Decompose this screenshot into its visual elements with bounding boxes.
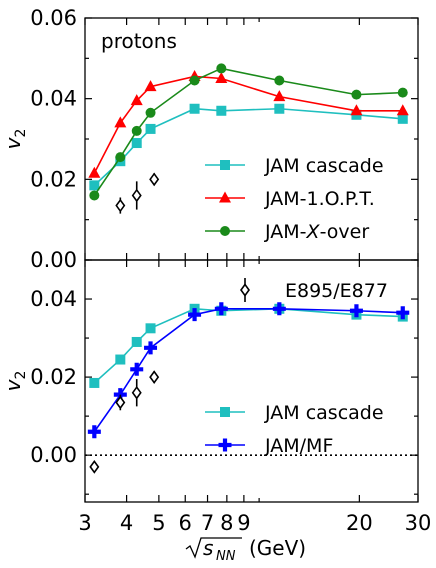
data-point — [130, 362, 144, 376]
legend-marker — [218, 438, 232, 452]
x-tick-label: 6 — [179, 511, 192, 535]
ylabel-symbol: v — [1, 378, 25, 391]
bottom-panel: 0.00 0.02 0.04 v2 JAM cascade JAM/MF E895/E877 — [1, 259, 419, 503]
ylabel-subscript: 2 — [13, 129, 29, 138]
legend-label: JAM cascade — [264, 155, 384, 177]
data-point — [115, 395, 126, 410]
data-point — [189, 103, 200, 114]
data-point — [351, 89, 362, 100]
data-point — [115, 152, 126, 163]
series-jam-mf: JAM/MF — [87, 302, 410, 457]
top-y-tick-label: 0.02 — [30, 167, 77, 191]
data-point — [274, 103, 285, 114]
series-jam-1-o-p-t-: JAM-1.O.P.T. — [88, 69, 409, 210]
legend-marker — [220, 226, 230, 236]
data-point — [397, 113, 408, 124]
data-point — [145, 123, 156, 134]
data-point — [396, 104, 409, 116]
x-tick-label: 20 — [346, 511, 373, 535]
data-point — [349, 304, 363, 318]
data-point — [189, 75, 200, 86]
data-point — [145, 323, 156, 334]
legend-label: E895/E877 — [285, 280, 388, 302]
top-y-axis-label: v2 — [1, 129, 29, 150]
legend-label: JAM-X-over — [264, 221, 369, 243]
legend-label-italic: X — [306, 221, 321, 243]
data-point — [215, 72, 228, 83]
legend-marker — [219, 191, 231, 203]
top-y-tick-label: 0.00 — [30, 248, 77, 272]
series-jam-cascade: JAM cascade — [89, 103, 408, 191]
top-y-tick-label: 0.06 — [30, 6, 77, 30]
legend-label: JAM/MF — [264, 435, 333, 457]
series-jam-x-over: JAM-X-over — [89, 63, 408, 243]
data-point — [115, 354, 126, 365]
series-e895-e877 — [115, 172, 160, 214]
top-panel: 0.00 0.02 0.04 0.06 v2 protons JAM cascade JAM-… — [1, 6, 419, 272]
data-point — [272, 302, 286, 316]
ylabel-symbol: v — [1, 136, 25, 149]
legend-label-part: -over — [320, 221, 370, 243]
xlabel-unit: (GeV) — [249, 536, 306, 560]
data-point — [115, 198, 126, 213]
bottom-frame — [84, 259, 419, 503]
ylabel-subscript: 2 — [13, 371, 29, 380]
data-point — [130, 94, 143, 106]
x-axis: 3 4 5 6 7 8 9 20 30 s NN (GeV) — [78, 511, 431, 564]
data-point — [89, 377, 100, 388]
data-point — [89, 180, 100, 191]
legend-marker — [240, 283, 250, 297]
legend-label-part: JAM- — [264, 221, 307, 243]
legend-marker — [220, 407, 230, 417]
data-point — [131, 188, 142, 203]
data-point — [88, 166, 101, 178]
legend-label: JAM-1.O.P.T. — [264, 188, 375, 210]
legend-marker — [220, 160, 230, 170]
x-tick-label: 4 — [120, 511, 133, 535]
data-point — [274, 75, 285, 86]
data-point — [131, 138, 142, 149]
data-point — [87, 425, 101, 439]
x-tick-label: 3 — [78, 511, 91, 535]
bottom-y-tick-label: 0.02 — [30, 365, 77, 389]
data-point — [114, 116, 127, 128]
bottom-y-axis-label: v2 — [1, 371, 29, 392]
data-point — [397, 87, 408, 98]
data-point — [149, 172, 160, 187]
data-point — [216, 105, 227, 116]
data-point — [216, 63, 227, 74]
panel-label: protons — [101, 29, 177, 53]
xlabel-symbol-subscript: NN — [216, 549, 236, 564]
x-tick-label: 30 — [405, 511, 432, 535]
data-point — [214, 302, 228, 316]
data-point — [131, 125, 142, 136]
legend-label: JAM cascade — [264, 402, 384, 424]
data-point — [273, 90, 286, 102]
bottom-y-tick-label: 0.00 — [30, 443, 77, 467]
data-point — [131, 385, 142, 400]
top-y-tick-label: 0.04 — [30, 87, 77, 111]
x-tick-label: 5 — [152, 511, 165, 535]
sqrt-symbol — [185, 537, 242, 559]
data-point — [350, 104, 363, 116]
x-tick-label: 7 — [201, 511, 214, 535]
x-tick-label: 8 — [220, 511, 233, 535]
data-point — [188, 308, 202, 322]
data-point — [144, 80, 157, 92]
data-point — [89, 460, 100, 474]
data-point — [89, 190, 100, 201]
bottom-y-tick-label: 0.04 — [30, 287, 77, 311]
series-e895-e877: E895/E877 — [89, 278, 388, 474]
data-point — [145, 107, 156, 118]
data-point — [396, 306, 410, 320]
data-point — [149, 370, 160, 384]
x-tick-label: 9 — [237, 511, 250, 535]
data-point — [131, 336, 142, 347]
xlabel-symbol-s: s — [203, 536, 213, 560]
data-point — [144, 341, 158, 355]
